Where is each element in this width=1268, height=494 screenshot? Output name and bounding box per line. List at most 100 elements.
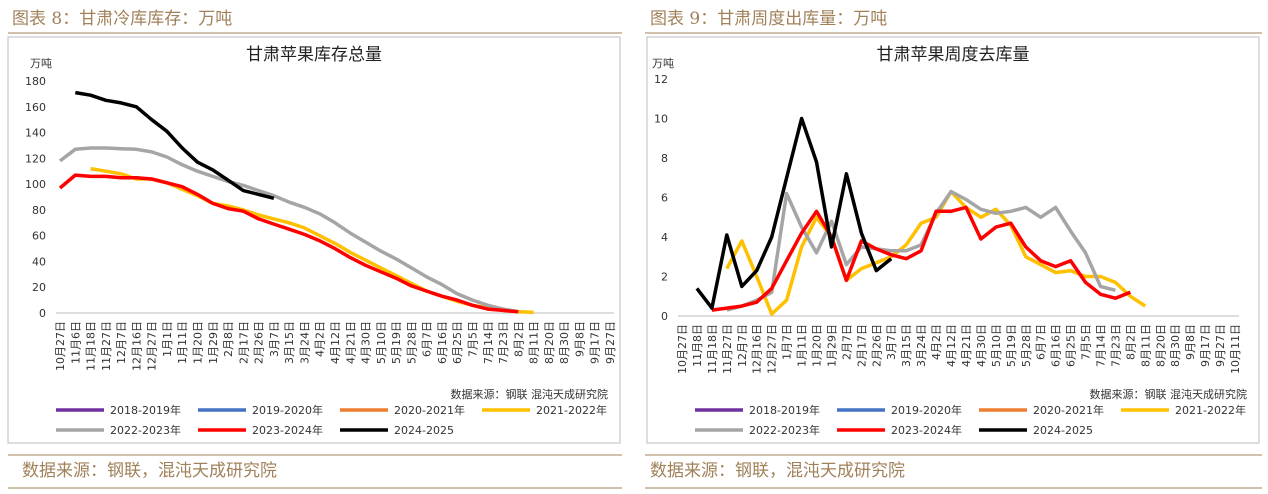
series-line [711,205,1132,312]
x-tick-label: 11月27日 [721,324,734,374]
y-tick-label: 100 [25,178,46,191]
x-tick-label: 8月30日 [1169,324,1182,367]
x-tick-label: 5月28日 [1020,324,1033,367]
x-tick-label: 11月18日 [85,321,98,371]
x-tick-label: 9月27日 [1214,324,1227,367]
x-tick-label: 8月20日 [543,321,556,364]
y-tick-label: 2 [661,271,668,284]
legend-label: 2020-2021年 [1033,403,1104,417]
y-tick-label: 160 [25,101,46,114]
legend-label: 2019-2020年 [252,403,323,417]
y-tick-label: 10 [654,113,668,126]
chart-frame [7,36,621,444]
x-tick-label: 8月20日 [1154,324,1167,367]
x-tick-label: 2月26日 [253,321,266,364]
x-tick-label: 4月21日 [344,321,357,364]
x-tick-label: 9月27日 [604,321,617,364]
series-line [726,189,1116,312]
x-tick-label: 8月2日 [512,321,525,357]
y-tick-label: 140 [25,127,46,140]
x-tick-label: 6月7日 [421,321,434,357]
x-tick-label: 12月7日 [115,321,128,364]
legend-label: 2018-2019年 [749,403,820,417]
x-tick-label: 3月7日 [268,321,281,357]
x-tick-label: 6月7日 [1035,324,1048,360]
figure-caption: 图表 8：甘肃冷库库存：万吨 [12,9,232,29]
series-line [75,90,275,200]
x-tick-label: 8月2日 [1124,324,1137,360]
x-tick-label: 8月11日 [1139,324,1152,367]
x-tick-label: 5月28日 [405,321,418,364]
x-tick-label: 3月7日 [885,324,898,360]
x-tick-label: 2月7日 [840,324,853,360]
x-tick-label: 9月8日 [573,321,586,357]
chart-frame [646,36,1260,444]
x-tick-label: 2月17日 [855,324,868,367]
x-tick-label: 5月19日 [390,321,403,364]
y-axis-unit: 万吨 [652,57,674,70]
x-tick-label: 3月24日 [915,324,928,367]
source-note: 数据来源：钢联 混沌天成研究院 [451,387,609,401]
x-tick-label: 6月25日 [1065,324,1078,367]
legend-label: 2022-2023年 [749,423,820,437]
x-tick-label: 12月16日 [130,321,143,371]
series-line [695,116,893,310]
x-tick-label: 4月2日 [930,324,943,360]
y-tick-label: 20 [32,281,46,294]
figure-caption: 图表 9：甘肃周度出库量：万吨 [650,9,887,29]
y-tick-label: 8 [661,152,668,165]
y-tick-label: 120 [25,152,46,165]
x-tick-label: 9月17日 [1199,324,1212,367]
x-tick-label: 10月27日 [676,324,689,374]
x-tick-label: 3月24日 [298,321,311,364]
legend-label: 2019-2020年 [891,403,962,417]
x-tick-label: 11月18日 [706,324,719,374]
x-tick-label: 6月16日 [1050,324,1063,367]
x-tick-label: 1月1日 [161,321,174,357]
x-tick-label: 7月5日 [1080,324,1093,360]
series-line [58,173,519,314]
x-tick-label: 6月25日 [451,321,464,364]
y-tick-label: 180 [25,75,46,88]
source-note: 数据来源：钢联 混沌天成研究院 [1090,387,1248,401]
x-tick-label: 1月29日 [825,324,838,367]
x-tick-label: 12月27日 [146,321,159,371]
y-tick-label: 0 [39,307,46,320]
x-tick-label: 12月7日 [736,324,749,367]
x-tick-label: 6月16日 [436,321,449,364]
legend-label: 2018-2019年 [110,403,181,417]
x-tick-label: 4月30日 [360,321,373,364]
series-line [90,166,534,315]
x-tick-label: 7月23日 [497,321,510,364]
legend-label: 2024-2025 [394,424,454,437]
chart-title: 甘肃苹果库存总量 [246,45,382,65]
x-tick-label: 3月15日 [900,324,913,367]
x-tick-label: 10月11日 [1229,324,1242,374]
x-tick-label: 4月21日 [960,324,973,367]
legend-label: 2024-2025 [1033,424,1093,437]
legend-label: 2023-2024年 [891,423,962,437]
legend-label: 2021-2022年 [1175,403,1246,417]
y-tick-label: 6 [661,192,668,205]
x-tick-label: 7月23日 [1109,324,1122,367]
series-line [58,146,519,314]
figure-source: 数据来源：钢联，混沌天成研究院 [22,461,277,481]
x-tick-label: 1月29日 [207,321,220,364]
x-tick-label: 2月26日 [870,324,883,367]
x-tick-label: 5月19日 [1005,324,1018,367]
x-tick-label: 4月2日 [314,321,327,357]
x-tick-label: 7月5日 [467,321,480,357]
x-tick-label: 10月27日 [54,321,67,371]
x-tick-label: 5月10日 [990,324,1003,367]
x-tick-label: 12月16日 [751,324,764,374]
y-axis-unit: 万吨 [30,57,52,70]
x-tick-label: 7月14日 [1094,324,1107,367]
x-tick-label: 8月11日 [528,321,541,364]
x-tick-label: 4月12日 [329,321,342,364]
legend-label: 2021-2022年 [536,403,607,417]
x-tick-label: 2月17日 [237,321,250,364]
x-tick-label: 4月12日 [945,324,958,367]
legend-label: 2020-2021年 [394,403,465,417]
